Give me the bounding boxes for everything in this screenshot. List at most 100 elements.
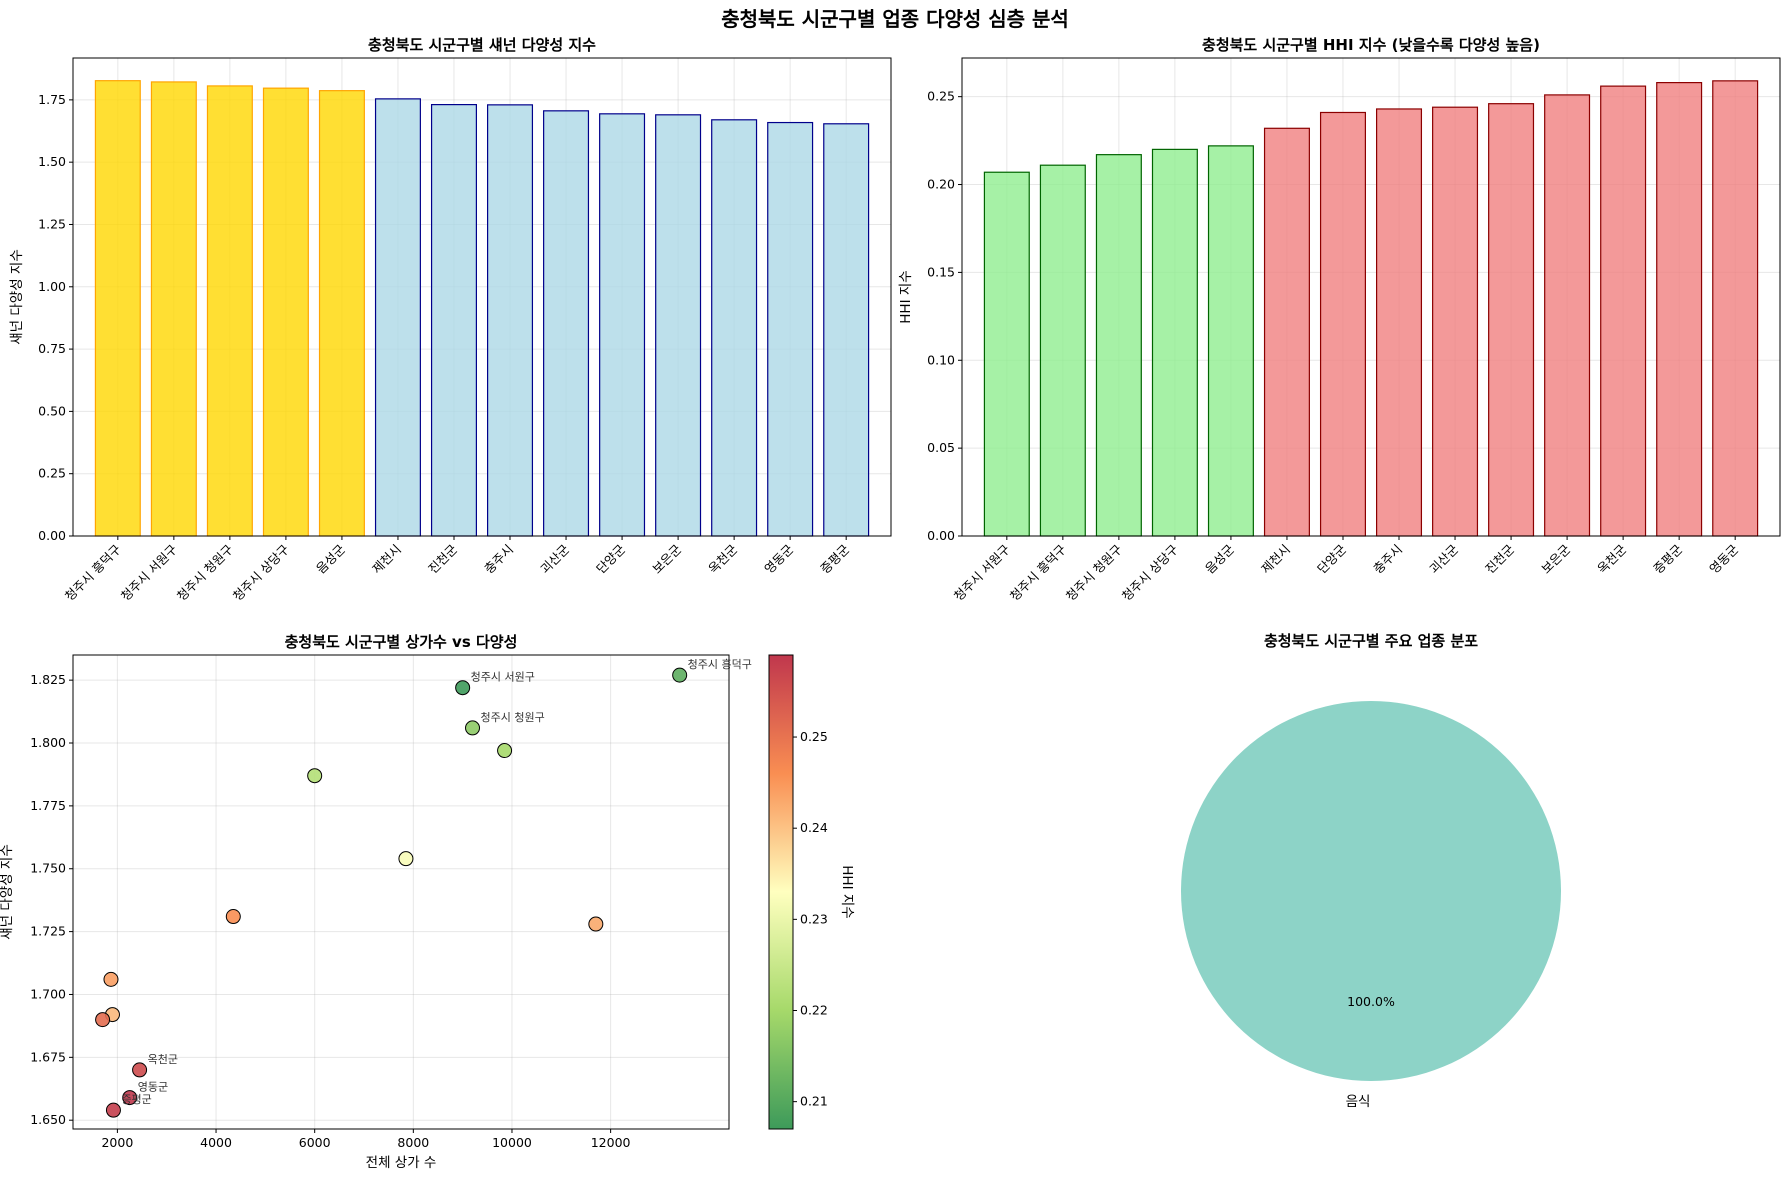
y-tick-label: 0.50 <box>38 403 66 418</box>
point-annotation: 영동군 <box>138 1081 168 1094</box>
colorbar-tick-label: 0.22 <box>800 1003 828 1018</box>
scatter-points <box>95 667 688 1118</box>
pie-percent-label: 100.0% <box>1347 994 1395 1009</box>
point-annotation: 청주시 청원구 <box>481 711 545 724</box>
hhi-chart-title: 충청북도 시군구별 HHI 지수 (낮을수록 다양성 높음) <box>1202 36 1540 54</box>
y-tick-label: 1.825 <box>30 672 66 687</box>
pie-slice-label: 음식 <box>1346 1094 1371 1110</box>
shannon-axes-frame <box>72 57 892 537</box>
x-tick-label: 8000 <box>397 1135 429 1150</box>
bar <box>711 119 758 537</box>
bar <box>1712 80 1759 537</box>
y-tick-label: 0.05 <box>927 440 955 455</box>
y-tick-label: 1.750 <box>30 861 66 876</box>
scatter-point <box>95 1012 111 1028</box>
bar <box>374 98 421 537</box>
scatter-point <box>398 851 414 867</box>
y-tick-label: 0.20 <box>927 177 955 192</box>
bar <box>1039 164 1086 537</box>
bar <box>1544 94 1591 537</box>
y-tick-label: 1.800 <box>30 735 66 750</box>
bar <box>1600 85 1647 537</box>
bar <box>599 113 646 537</box>
scatter-y-axis-label: 섀넌 다양성 지수 <box>0 844 15 940</box>
point-annotation: 옥천군 <box>148 1052 178 1066</box>
y-tick-label: 0.75 <box>38 341 66 356</box>
hhi-bars <box>983 80 1759 537</box>
scatter-point <box>672 667 688 683</box>
bar <box>1656 82 1703 537</box>
y-tick-label: 1.675 <box>30 1049 66 1064</box>
bar <box>318 90 365 537</box>
y-tick-label: 0.25 <box>927 89 955 104</box>
colorbar-tick-label: 0.25 <box>800 729 828 744</box>
hhi-axes-frame <box>961 57 1781 537</box>
x-tick-label: 10000 <box>492 1135 532 1150</box>
scatter-x-axis-label: 전체 상가 수 <box>366 1155 437 1171</box>
bar <box>430 104 477 537</box>
scatter-grid <box>73 655 729 1129</box>
hhi-colorbar <box>768 654 794 1130</box>
y-tick-label: 1.00 <box>38 279 66 294</box>
y-tick-label: 1.725 <box>30 924 66 939</box>
y-tick-label: 1.650 <box>30 1112 66 1127</box>
bar <box>94 80 141 537</box>
bar <box>1376 108 1423 537</box>
scatter-x-ticks: 2000 4000 6000 8000 10000 12000 <box>101 1129 631 1150</box>
y-tick-label: 1.50 <box>38 154 66 169</box>
bar <box>1151 148 1198 537</box>
point-annotation: 청주시 흥덕구 <box>688 657 752 671</box>
scatter-point <box>225 909 241 925</box>
y-tick-label: 0.25 <box>38 466 66 481</box>
x-tick-label: 4000 <box>200 1135 232 1150</box>
scatter-point <box>465 720 481 736</box>
hhi-y-ticks: 0.00 0.05 0.10 0.15 0.20 0.25 <box>927 89 962 543</box>
point-annotation: 증평군 <box>121 1093 151 1106</box>
hhi-bar-chart: 충청북도 시군구별 HHI 지수 (낮을수록 다양성 높음) 0.000.050… <box>898 36 1781 604</box>
industry-pie-chart: 충청북도 시군구별 주요 업종 분포 100.0% 음식 <box>1181 632 1561 1110</box>
y-tick-label: 1.775 <box>30 798 66 813</box>
x-tick-label: 12000 <box>591 1135 631 1150</box>
point-annotation: 청주시 서원구 <box>471 671 535 684</box>
scatter-chart-title: 충청북도 시군구별 상가수 vs 다양성 <box>285 633 518 651</box>
shannon-bars <box>94 80 870 537</box>
scatter-point <box>105 1102 121 1118</box>
pie-slices: 100.0% 음식 <box>1181 701 1561 1110</box>
y-tick-label: 1.75 <box>38 92 66 107</box>
bar <box>1095 154 1142 537</box>
y-tick-label: 0.00 <box>927 528 955 543</box>
colorbar-tick-label: 0.24 <box>800 820 828 835</box>
bar <box>1319 111 1366 537</box>
y-tick-label: 0.00 <box>38 528 66 543</box>
scatter-point <box>455 680 471 696</box>
bar <box>1488 103 1535 537</box>
y-tick-label: 0.10 <box>927 352 955 367</box>
bar <box>767 121 814 537</box>
bar <box>823 123 870 537</box>
bar <box>206 85 253 537</box>
scatter-y-ticks: 1.650 1.675 1.700 1.725 1.750 1.775 1.800 1.825 <box>30 672 73 1127</box>
bar <box>150 81 197 537</box>
bar <box>1207 145 1254 537</box>
scatter-point <box>122 1090 138 1106</box>
scatter-point <box>132 1062 148 1078</box>
y-tick-label: 1.25 <box>38 216 66 231</box>
scatter-point <box>588 916 604 932</box>
scatter-point <box>103 971 119 987</box>
bar <box>1432 106 1479 537</box>
colorbar-tick-label: 0.23 <box>800 911 828 926</box>
scatter-point <box>497 743 513 759</box>
y-tick-label: 0.15 <box>927 264 955 279</box>
figure-suptitle: 충청북도 시군구별 업종 다양성 심층 분석 <box>721 7 1069 31</box>
scatter-point <box>307 768 323 784</box>
colorbar-ticks: 0.21 0.22 0.23 0.24 0.25 <box>793 729 828 1109</box>
bar <box>655 114 702 537</box>
shannon-y-axis-label: 섀넌 다양성 지수 <box>9 249 25 345</box>
pie-chart-title: 충청북도 시군구별 주요 업종 분포 <box>1264 632 1478 650</box>
x-tick-label: 2000 <box>101 1135 133 1150</box>
colorbar-label: HHI 지수 <box>839 865 855 918</box>
scatter-axes-frame <box>72 654 730 1130</box>
